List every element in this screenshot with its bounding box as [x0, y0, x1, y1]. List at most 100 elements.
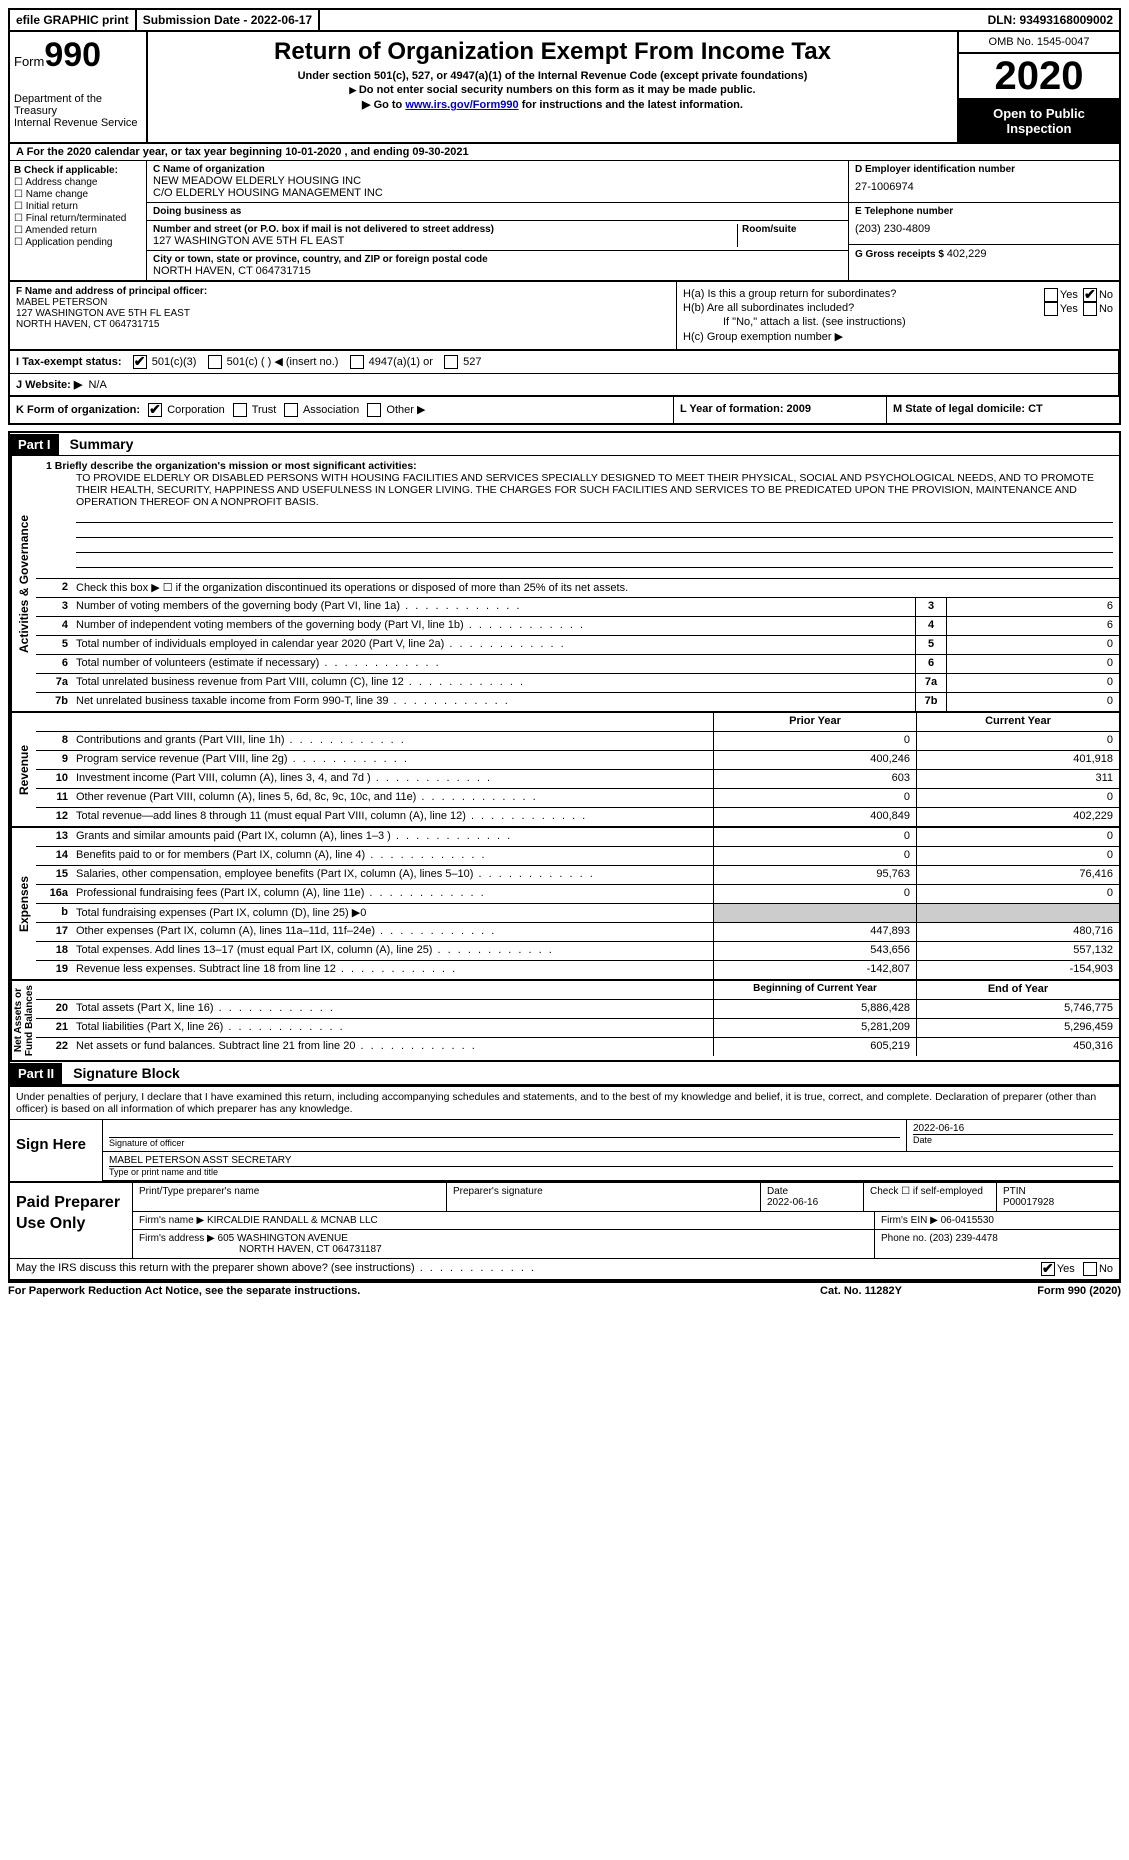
part1-bar: Part I [10, 434, 59, 455]
year-formation: L Year of formation: 2009 [680, 403, 811, 415]
line-16a-text: Professional fundraising fees (Part IX, … [72, 885, 713, 903]
line-7a-box: 7a [915, 674, 946, 692]
line-17-prior: 447,893 [713, 923, 916, 941]
line-7b-box: 7b [915, 693, 946, 711]
line-7b-value: 0 [946, 693, 1119, 711]
line-14-prior: 0 [713, 847, 916, 865]
irs-link[interactable]: www.irs.gov/Form990 [405, 99, 518, 111]
discuss-label: May the IRS discuss this return with the… [16, 1262, 1039, 1276]
ha-label: H(a) Is this a group return for subordin… [683, 288, 896, 300]
line-5-box: 5 [915, 636, 946, 654]
hb-no[interactable] [1083, 302, 1097, 316]
line-b-text: Total fundraising expenses (Part IX, col… [72, 904, 713, 922]
city-label: City or town, state or province, country… [153, 254, 842, 265]
line-8-prior: 0 [713, 732, 916, 750]
firm-phone: (203) 239-4478 [929, 1233, 997, 1244]
line-8-curr: 0 [916, 732, 1119, 750]
line-3-text: Number of voting members of the governin… [72, 598, 915, 616]
dln: DLN: 93493168009002 [982, 10, 1119, 30]
hc-label: H(c) Group exemption number ▶ [683, 330, 1113, 343]
discuss-yes[interactable] [1041, 1262, 1055, 1276]
cat-no: Cat. No. 11282Y [761, 1285, 961, 1297]
line-6-box: 6 [915, 655, 946, 673]
chk-trust[interactable] [233, 403, 247, 417]
line-21-end: 5,296,459 [916, 1019, 1119, 1037]
firm-ein: 06-0415530 [941, 1215, 994, 1226]
hb-yes[interactable] [1044, 302, 1058, 316]
line-17-text: Other expenses (Part IX, column (A), lin… [72, 923, 713, 941]
street-label: Number and street (or P.O. box if mail i… [153, 224, 737, 235]
chk-501c3[interactable] [133, 355, 147, 369]
vtab-expenses: Expenses [10, 828, 36, 979]
gross-label: G Gross receipts $ [855, 249, 944, 260]
line-13-curr: 0 [916, 828, 1119, 846]
line-6-value: 0 [946, 655, 1119, 673]
line-11-prior: 0 [713, 789, 916, 807]
line-19-prior: -142,807 [713, 961, 916, 979]
discuss-no[interactable] [1083, 1262, 1097, 1276]
chk-name-change[interactable]: ☐ Name change [14, 189, 142, 200]
ein: 27-1006974 [855, 175, 1113, 199]
hb-label: H(b) Are all subordinates included? [683, 302, 854, 314]
ha-yes[interactable] [1044, 288, 1058, 302]
col-b-heading: B Check if applicable: [14, 165, 142, 176]
mission-text: TO PROVIDE ELDERLY OR DISABLED PERSONS W… [76, 472, 1113, 508]
chk-4947[interactable] [350, 355, 364, 369]
line-5-text: Total number of individuals employed in … [72, 636, 915, 654]
top-bar: efile GRAPHIC print Submission Date - 20… [8, 8, 1121, 32]
chk-501c[interactable] [208, 355, 222, 369]
section-a-period: A For the 2020 calendar year, or tax yea… [8, 144, 1121, 161]
line-13-prior: 0 [713, 828, 916, 846]
website-value: N/A [88, 379, 106, 391]
chk-initial-return[interactable]: ☐ Initial return [14, 201, 142, 212]
chk-address-change[interactable]: ☐ Address change [14, 177, 142, 188]
department: Department of the Treasury Internal Reve… [14, 93, 142, 129]
paid-preparer-label: Paid Preparer Use Only [10, 1183, 133, 1258]
line-9-prior: 400,246 [713, 751, 916, 769]
form-header: Form990 Department of the Treasury Inter… [8, 32, 1121, 144]
chk-527[interactable] [444, 355, 458, 369]
chk-assoc[interactable] [284, 403, 298, 417]
line-22-text: Net assets or fund balances. Subtract li… [72, 1038, 713, 1056]
sig-name: MABEL PETERSON ASST SECRETARY [109, 1155, 1113, 1166]
line-7b-text: Net unrelated business taxable income fr… [72, 693, 915, 711]
tax-status-label: I Tax-exempt status: [16, 356, 122, 368]
hdr-current-year: Current Year [916, 713, 1119, 731]
line-3-box: 3 [915, 598, 946, 616]
line-20-text: Total assets (Part X, line 16) [72, 1000, 713, 1018]
form-title: Return of Organization Exempt From Incom… [152, 38, 953, 66]
omb-number: OMB No. 1545-0047 [959, 32, 1119, 54]
line-15-text: Salaries, other compensation, employee b… [72, 866, 713, 884]
form-label: Form [14, 54, 44, 69]
line-10-curr: 311 [916, 770, 1119, 788]
chk-final-return[interactable]: ☐ Final return/terminated [14, 213, 142, 224]
ha-no[interactable] [1083, 288, 1097, 302]
chk-corp[interactable] [148, 403, 162, 417]
line-18-text: Total expenses. Add lines 13–17 (must eq… [72, 942, 713, 960]
city: NORTH HAVEN, CT 064731715 [153, 265, 842, 277]
dba-label: Doing business as [153, 206, 842, 217]
chk-other[interactable] [367, 403, 381, 417]
vtab-revenue: Revenue [10, 713, 36, 826]
line-14-text: Benefits paid to or for members (Part IX… [72, 847, 713, 865]
tax-year: 2020 [959, 54, 1119, 100]
line-19-curr: -154,903 [916, 961, 1119, 979]
sign-here-label: Sign Here [10, 1120, 103, 1181]
chk-amended[interactable]: ☐ Amended return [14, 225, 142, 236]
line-3-value: 6 [946, 598, 1119, 616]
officer-addr1: 127 WASHINGTON AVE 5TH FL EAST [16, 308, 670, 319]
ein-label: D Employer identification number [855, 164, 1113, 175]
line-15-curr: 76,416 [916, 866, 1119, 884]
prep-self-emp[interactable]: Check ☐ if self-employed [864, 1183, 997, 1211]
officer-addr2: NORTH HAVEN, CT 064731715 [16, 319, 670, 330]
line-20-end: 5,746,775 [916, 1000, 1119, 1018]
firm-addr1: 605 WASHINGTON AVENUE [218, 1233, 348, 1244]
ssn-note: Do not enter social security numbers on … [152, 84, 953, 96]
goto-post: for instructions and the latest informat… [519, 99, 743, 111]
chk-application-pending[interactable]: ☐ Application pending [14, 237, 142, 248]
officer-name: MABEL PETERSON [16, 297, 670, 308]
mission-label: 1 Briefly describe the organization's mi… [46, 460, 1113, 472]
perjury-text: Under penalties of perjury, I declare th… [10, 1087, 1119, 1119]
line-5-value: 0 [946, 636, 1119, 654]
line-22-begin: 605,219 [713, 1038, 916, 1056]
